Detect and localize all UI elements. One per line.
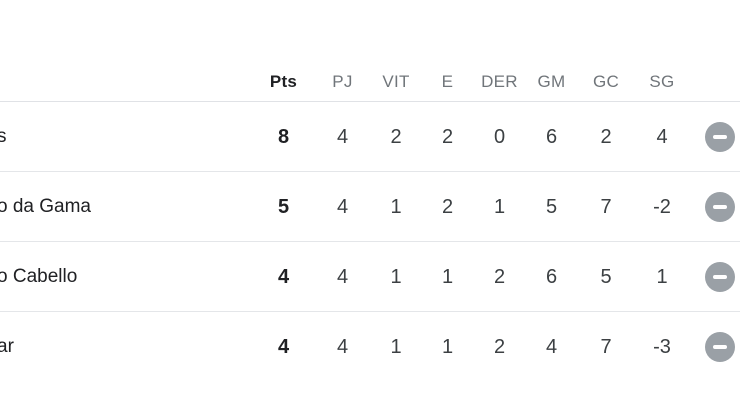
table-row: o da Gama 5 4 1 2 1 5 7 -2 bbox=[0, 172, 740, 242]
remove-team-button[interactable] bbox=[705, 121, 735, 152]
cell-gc: 5 bbox=[600, 265, 612, 288]
cell-der: 2 bbox=[493, 336, 506, 358]
cell-pj: 4 bbox=[336, 125, 349, 148]
cell-vit: 1 bbox=[390, 265, 402, 288]
cell-sg: -3 bbox=[653, 336, 671, 358]
header-e: E bbox=[441, 72, 454, 91]
table-row: ar 4 4 1 1 2 4 7 -3 bbox=[0, 312, 740, 382]
table-row: o Cabello 4 4 1 1 2 6 5 1 bbox=[0, 242, 740, 312]
team-name: s bbox=[0, 125, 7, 147]
header-pts: Pts bbox=[269, 72, 298, 91]
header-gm: GM bbox=[537, 72, 566, 91]
cell-e: 1 bbox=[441, 336, 454, 358]
minus-icon bbox=[713, 134, 727, 139]
cell-gc: 7 bbox=[600, 195, 612, 218]
cell-pts: 4 bbox=[277, 265, 290, 288]
row-action-cell bbox=[690, 261, 740, 292]
header-gc: GC bbox=[592, 72, 620, 91]
cell-sg: 4 bbox=[656, 125, 668, 148]
minus-icon bbox=[713, 274, 727, 279]
team-name: ar bbox=[0, 336, 14, 357]
cell-sg: 1 bbox=[656, 265, 668, 288]
row-action-cell bbox=[690, 121, 740, 152]
minus-icon bbox=[713, 345, 727, 349]
row-action-cell bbox=[690, 191, 740, 222]
cell-vit: 2 bbox=[390, 125, 402, 148]
cell-gm: 4 bbox=[545, 336, 558, 358]
table-row: s 8 4 2 2 0 6 2 4 bbox=[0, 102, 740, 172]
cell-sg: -2 bbox=[653, 195, 671, 218]
cell-vit: 1 bbox=[390, 336, 402, 358]
cell-gm: 5 bbox=[545, 195, 558, 218]
cell-pj: 4 bbox=[336, 336, 349, 358]
header-sg: SG bbox=[649, 72, 675, 91]
cell-pj: 4 bbox=[336, 265, 349, 288]
cell-gm: 6 bbox=[545, 125, 558, 148]
cell-pts: 8 bbox=[277, 125, 290, 148]
cell-vit: 1 bbox=[390, 195, 402, 218]
cell-gc: 2 bbox=[600, 125, 612, 148]
row-action-cell bbox=[690, 332, 740, 362]
remove-team-button[interactable] bbox=[705, 191, 735, 222]
remove-team-button[interactable] bbox=[705, 261, 735, 292]
team-name: o da Gama bbox=[0, 195, 91, 217]
cell-e: 2 bbox=[441, 125, 454, 148]
cell-pts: 4 bbox=[277, 336, 290, 358]
cell-gc: 7 bbox=[600, 336, 612, 358]
table-header-row: Pts PJ VIT E DER GM GC SG bbox=[0, 0, 740, 102]
cell-e: 2 bbox=[441, 195, 454, 218]
header-vit: VIT bbox=[382, 72, 410, 91]
header-der: DER bbox=[481, 72, 518, 91]
cell-gm: 6 bbox=[545, 265, 558, 288]
cell-der: 1 bbox=[493, 195, 506, 218]
minus-icon bbox=[713, 204, 727, 209]
team-name: o Cabello bbox=[0, 265, 78, 287]
header-pj: PJ bbox=[332, 72, 353, 91]
cell-der: 2 bbox=[493, 265, 506, 288]
cell-pj: 4 bbox=[336, 195, 349, 218]
cell-pts: 5 bbox=[277, 195, 290, 218]
remove-team-button[interactable] bbox=[705, 332, 735, 362]
cell-e: 1 bbox=[441, 265, 454, 288]
cell-der: 0 bbox=[493, 125, 506, 148]
